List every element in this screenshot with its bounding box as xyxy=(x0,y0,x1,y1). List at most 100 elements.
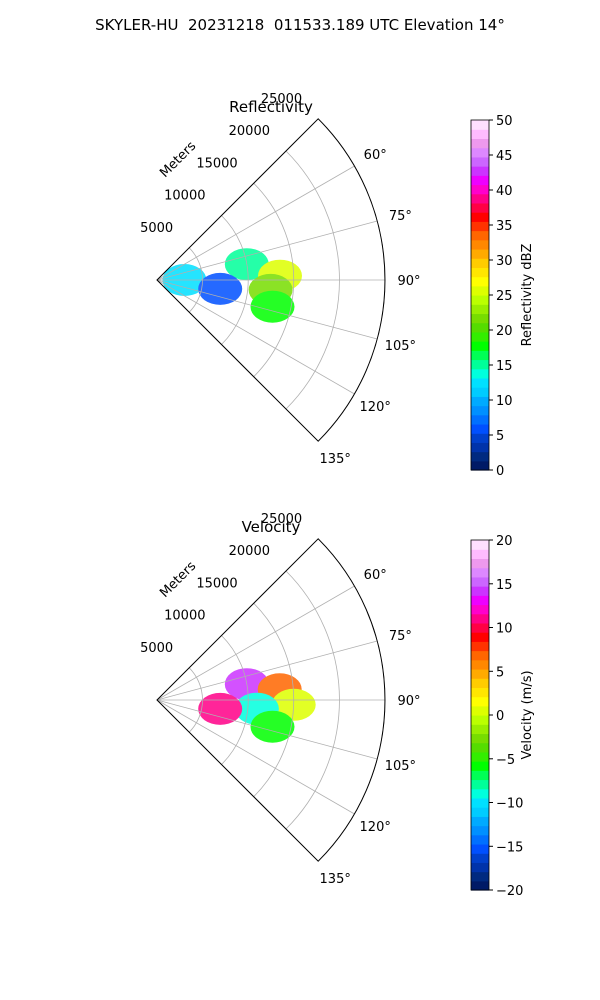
colorbar-tick-label: 35 xyxy=(496,219,513,234)
azimuth-tick-label: 135° xyxy=(320,452,351,467)
colorbar-segment xyxy=(471,221,489,232)
azimuth-tick-label: 105° xyxy=(385,759,416,774)
colorbar-label: Velocity (m/s) xyxy=(520,670,535,759)
colorbar-segment xyxy=(471,460,489,471)
colorbar-segment xyxy=(471,147,489,158)
colorbar-segment xyxy=(471,880,489,891)
colorbar-segment xyxy=(471,433,489,443)
colorbar-segment xyxy=(471,834,489,845)
colorbar-label: Reflectivity dBZ xyxy=(520,244,535,347)
colorbar-segment xyxy=(471,558,489,569)
colorbar-tick-label: −5 xyxy=(496,753,515,768)
azimuth-tick-label: 105° xyxy=(385,339,416,354)
azimuth-tick-label: 135° xyxy=(320,872,351,887)
colorbar-segment xyxy=(471,586,489,596)
colorbar-segment xyxy=(471,576,489,587)
colorbar-tick-label: 30 xyxy=(496,254,513,269)
colorbar-segment xyxy=(471,442,489,453)
colorbar-tick-label: 15 xyxy=(496,578,513,593)
colorbar-segment xyxy=(471,687,489,698)
colorbar-segment xyxy=(471,414,489,425)
colorbar-segment xyxy=(471,166,489,176)
range-axis-label: Meters xyxy=(157,139,199,181)
colorbar-segment xyxy=(471,193,489,204)
chart-panel-reflectivity: Reflectivity60°75°90°105°120°135°5000100… xyxy=(140,92,535,479)
colorbar-tick-label: 20 xyxy=(496,324,513,339)
colorbar: 0 5 10 15 20 25 30 35 40 45 50 Reflectivity dBZ xyxy=(470,114,535,479)
colorbar-segment xyxy=(471,724,489,735)
range-tick-label: 10000 xyxy=(164,189,205,204)
colorbar-segment xyxy=(471,659,489,670)
colorbar-segment xyxy=(471,248,489,259)
colorbar-tick-label: 20 xyxy=(496,534,513,549)
range-tick-label: 25000 xyxy=(261,92,302,107)
colorbar-segment xyxy=(471,549,489,560)
colorbar-tick-label: 10 xyxy=(496,394,513,409)
colorbar-segment xyxy=(471,175,489,186)
colorbar-tick-label: 5 xyxy=(496,429,504,444)
colorbar-segment xyxy=(471,843,489,854)
panel-title: Velocity xyxy=(242,518,301,536)
azimuth-tick-label: 90° xyxy=(397,694,420,709)
echo-cell xyxy=(250,710,295,743)
colorbar-segment xyxy=(471,788,489,799)
azimuth-tick-label: 60° xyxy=(364,148,387,163)
colorbar-segment xyxy=(471,156,489,167)
colorbar-tick-label: 10 xyxy=(496,622,513,637)
colorbar-segment xyxy=(471,331,489,342)
range-tick-label: 5000 xyxy=(140,641,173,656)
colorbar-segment xyxy=(471,396,489,407)
range-tick-label: 25000 xyxy=(261,512,302,527)
colorbar-segment xyxy=(471,696,489,707)
colorbar-segment xyxy=(471,120,489,130)
azimuth-gridline xyxy=(156,640,378,701)
colorbar-segment xyxy=(471,129,489,140)
colorbar-segment xyxy=(471,604,489,615)
colorbar-tick-label: 0 xyxy=(496,464,504,479)
colorbar-tick-label: 25 xyxy=(496,289,513,304)
echo-cell xyxy=(250,290,295,323)
range-tick-label: 15000 xyxy=(196,156,237,171)
colorbar-segment xyxy=(471,807,489,817)
range-axis-label: Meters xyxy=(157,559,199,601)
range-tick-label: 5000 xyxy=(140,221,173,236)
colorbar-segment xyxy=(471,350,489,361)
colorbar-segment xyxy=(471,258,489,268)
colorbar-segment xyxy=(471,276,489,287)
colorbar-segment xyxy=(471,423,489,434)
colorbar-tick-label: 5 xyxy=(496,665,504,680)
colorbar-segment xyxy=(471,668,489,679)
colorbar-segment xyxy=(471,285,489,296)
panel-title: Reflectivity xyxy=(229,98,313,116)
azimuth-gridline xyxy=(156,165,355,281)
azimuth-tick-label: 120° xyxy=(360,400,391,415)
azimuth-gridline xyxy=(156,699,355,815)
sector-frame xyxy=(156,538,386,862)
sector-frame xyxy=(156,118,386,442)
colorbar-segment xyxy=(471,405,489,416)
colorbar-segment xyxy=(471,239,489,250)
azimuth-tick-label: 60° xyxy=(364,568,387,583)
colorbar-segment xyxy=(471,825,489,836)
azimuth-gridline xyxy=(156,585,355,701)
azimuth-gridline xyxy=(156,279,355,395)
colorbar-segment xyxy=(471,451,489,462)
azimuth-gridline xyxy=(156,220,378,281)
colorbar-segment xyxy=(471,387,489,397)
colorbar-segment xyxy=(471,368,489,379)
colorbar-segment xyxy=(471,816,489,827)
colorbar-tick-label: 50 xyxy=(496,114,513,129)
echo-field xyxy=(162,248,302,323)
azimuth-tick-label: 75° xyxy=(389,209,412,224)
azimuth-gridline xyxy=(156,699,378,760)
page-title: SKYLER-HU 20231218 011533.189 UTC Elevat… xyxy=(95,16,505,34)
azimuth-tick-label: 90° xyxy=(397,274,420,289)
colorbar-segment xyxy=(471,184,489,195)
colorbar-segment xyxy=(471,540,489,550)
colorbar-segment xyxy=(471,595,489,606)
colorbar-segment xyxy=(471,641,489,652)
colorbar-segment xyxy=(471,705,489,716)
colorbar-tick-label: 0 xyxy=(496,709,504,724)
colorbar-segment xyxy=(471,313,489,324)
